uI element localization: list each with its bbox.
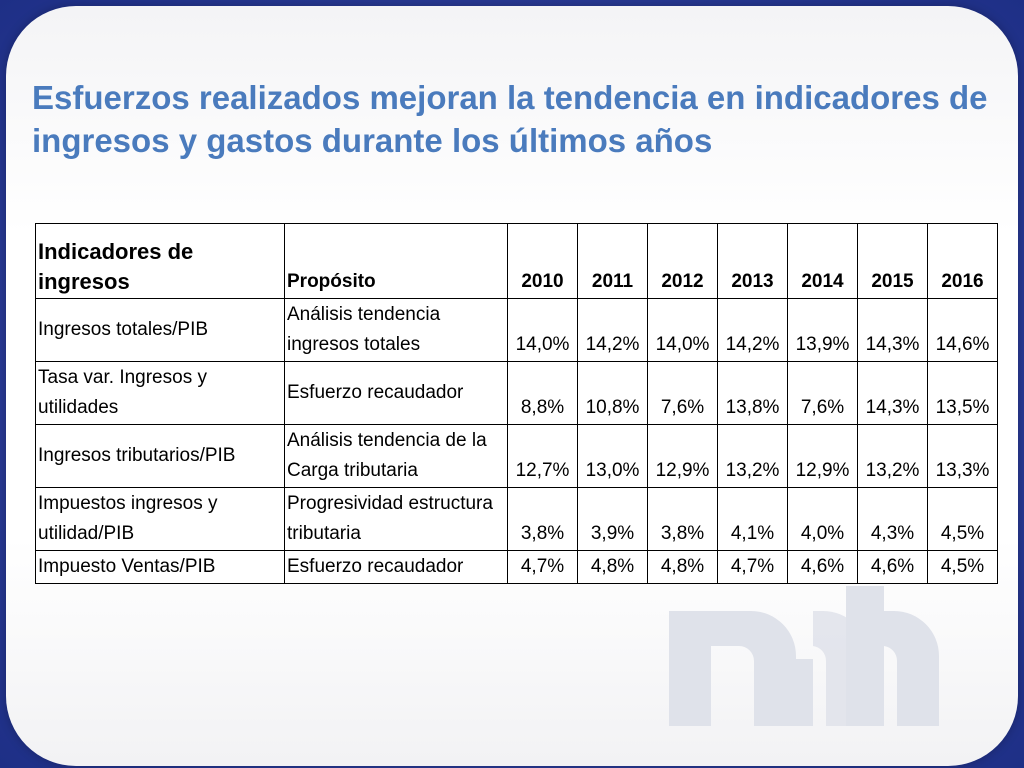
value-cell: 14,0%: [647, 298, 718, 362]
slide-title: Esfuerzos realizados mejoran la tendenci…: [32, 79, 988, 159]
table-row: Impuesto Ventas/PIB Esfuerzo recaudador …: [35, 550, 998, 584]
value-cell: 3,9%: [577, 487, 648, 551]
value-cell: 4,5%: [927, 487, 998, 551]
indicators-table: Indicadores de ingresos Propósito 2010 2…: [35, 223, 998, 584]
value-cell: 4,7%: [717, 550, 788, 584]
indicator-cell: Tasa var. Ingresos y utilidades: [35, 361, 285, 425]
value-cell: 12,7%: [507, 424, 578, 488]
value-cell: 4,8%: [577, 550, 648, 584]
value-cell: 10,8%: [577, 361, 648, 425]
value-cell: 14,3%: [857, 298, 928, 362]
header-indicator: Indicadores de ingresos: [35, 223, 285, 299]
header-year: 2014: [787, 223, 858, 299]
table-row: Ingresos tributarios/PIB Análisis tenden…: [35, 424, 998, 488]
value-cell: 3,8%: [647, 487, 718, 551]
indicator-cell: Impuesto Ventas/PIB: [35, 550, 285, 584]
value-cell: 7,6%: [647, 361, 718, 425]
table-row: Impuestos ingresos y utilidad/PIB Progre…: [35, 487, 998, 551]
value-cell: 13,8%: [717, 361, 788, 425]
value-cell: 13,9%: [787, 298, 858, 362]
header-year: 2016: [927, 223, 998, 299]
value-cell: 4,1%: [717, 487, 788, 551]
value-cell: 12,9%: [647, 424, 718, 488]
value-cell: 14,6%: [927, 298, 998, 362]
value-cell: 4,7%: [507, 550, 578, 584]
slide: Esfuerzos realizados mejoran la tendenci…: [6, 6, 1018, 766]
value-cell: 13,5%: [927, 361, 998, 425]
value-cell: 13,0%: [577, 424, 648, 488]
header-year: 2011: [577, 223, 648, 299]
header-purpose: Propósito: [284, 223, 508, 299]
value-cell: 4,3%: [857, 487, 928, 551]
value-cell: 13,2%: [717, 424, 788, 488]
mh-logo: [669, 586, 939, 726]
indicator-cell: Ingresos tributarios/PIB: [35, 424, 285, 488]
value-cell: 4,5%: [927, 550, 998, 584]
header-year: 2012: [647, 223, 718, 299]
value-cell: 4,6%: [857, 550, 928, 584]
purpose-cell: Esfuerzo recaudador: [284, 361, 508, 425]
header-year: 2015: [857, 223, 928, 299]
purpose-cell: Análisis tendencia ingresos totales: [284, 298, 508, 362]
value-cell: 14,3%: [857, 361, 928, 425]
value-cell: 7,6%: [787, 361, 858, 425]
value-cell: 4,0%: [787, 487, 858, 551]
purpose-cell: Análisis tendencia de la Carga tributari…: [284, 424, 508, 488]
indicator-cell: Ingresos totales/PIB: [35, 298, 285, 362]
value-cell: 13,3%: [927, 424, 998, 488]
indicator-cell: Impuestos ingresos y utilidad/PIB: [35, 487, 285, 551]
value-cell: 4,8%: [647, 550, 718, 584]
value-cell: 12,9%: [787, 424, 858, 488]
value-cell: 14,2%: [717, 298, 788, 362]
purpose-cell: Progresividad estructura tributaria: [284, 487, 508, 551]
value-cell: 14,2%: [577, 298, 648, 362]
table-row: Tasa var. Ingresos y utilidades Esfuerzo…: [35, 361, 998, 425]
value-cell: 3,8%: [507, 487, 578, 551]
table-header-row: Indicadores de ingresos Propósito 2010 2…: [35, 223, 998, 299]
value-cell: 8,8%: [507, 361, 578, 425]
value-cell: 13,2%: [857, 424, 928, 488]
header-year: 2013: [717, 223, 788, 299]
value-cell: 14,0%: [507, 298, 578, 362]
value-cell: 4,6%: [787, 550, 858, 584]
header-year: 2010: [507, 223, 578, 299]
purpose-cell: Esfuerzo recaudador: [284, 550, 508, 584]
table-row: Ingresos totales/PIB Análisis tendencia …: [35, 298, 998, 362]
